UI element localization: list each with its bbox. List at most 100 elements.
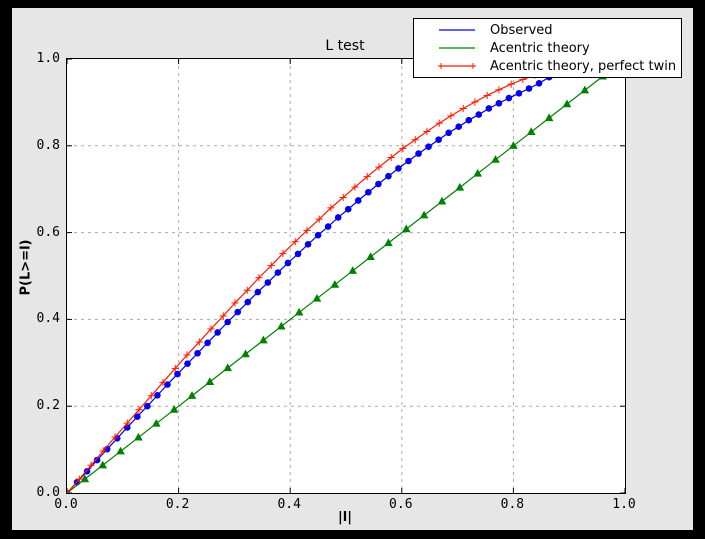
marker-circle (174, 370, 181, 378)
marker-triangle (134, 432, 143, 441)
marker-triangle (509, 141, 518, 149)
x-tick-label: 0.4 (277, 497, 301, 512)
marker-triangle (562, 99, 572, 108)
legend-line-sample-perfect-twin (438, 63, 476, 69)
legend-item-acentric-theory: Acentric theory (414, 39, 681, 57)
marker-circle (314, 231, 322, 239)
marker-triangle (241, 349, 250, 358)
y-tick-label: 0.4 (36, 311, 60, 327)
marker-circle (395, 165, 402, 172)
marker-circle (244, 298, 252, 306)
marker-triangle (437, 196, 447, 205)
marker-circle (485, 105, 493, 112)
marker-circle (415, 150, 422, 157)
y-tick-label: 0.2 (36, 398, 60, 414)
marker-circle (93, 456, 101, 464)
marker-circle (365, 188, 372, 196)
x-tick-label: 0.6 (389, 497, 413, 512)
marker-triangle (330, 280, 340, 288)
legend-item-perfect-twin: Acentric theory, perfect twin (414, 57, 681, 75)
marker-triangle (544, 113, 554, 122)
marker-circle (264, 279, 272, 286)
marker-triangle (348, 266, 357, 274)
marker-triangle (259, 335, 268, 344)
marker-triangle (80, 474, 90, 483)
marker-circle (515, 89, 523, 97)
marker-circle (465, 116, 473, 124)
marker-circle (214, 329, 221, 336)
y-tick-label: 0.8 (36, 137, 60, 153)
marker-circle (254, 288, 262, 296)
marker-circle (385, 172, 392, 180)
x-axis-label: |l| (338, 510, 352, 525)
marker-circle (224, 318, 232, 326)
marker-circle (445, 129, 452, 137)
marker-circle (83, 468, 91, 475)
marker-circle (294, 250, 302, 258)
marker-circle (194, 349, 201, 357)
marker-triangle (223, 363, 233, 372)
marker-circle (405, 157, 412, 165)
marker-triangle (205, 377, 215, 385)
marker-circle (164, 381, 171, 388)
marker-triangle (294, 307, 304, 316)
marker-triangle (401, 224, 411, 233)
y-tick-label: 1.0 (36, 51, 60, 66)
marker-triangle (419, 210, 429, 219)
marker-circle (525, 85, 533, 92)
marker-triangle (116, 446, 125, 455)
marker-circle (304, 241, 312, 248)
legend-label-acentric-theory: Acentric theory (490, 40, 590, 56)
plot-svg (67, 59, 625, 493)
marker-triangle (526, 127, 536, 136)
series-line-circle (67, 76, 550, 493)
marker-circle (344, 205, 352, 213)
marker-circle (495, 99, 503, 107)
marker-circle (204, 339, 211, 347)
x-tick-label: 0.8 (500, 497, 525, 512)
y-tick-label: 0.0 (36, 485, 60, 500)
marker-circle (234, 308, 242, 316)
marker-triangle (98, 460, 108, 469)
legend-line-sample-acentric-theory (439, 47, 475, 49)
legend-item-observed: Observed (414, 21, 681, 39)
marker-circle (425, 143, 432, 150)
legend-line-sample-observed (439, 29, 475, 31)
chart-title: L test (325, 38, 365, 54)
marker-circle (134, 413, 141, 420)
marker-circle (455, 123, 463, 131)
marker-triangle (580, 85, 590, 94)
marker-circle (144, 402, 151, 410)
marker-triangle (455, 182, 465, 191)
marker-circle (154, 392, 161, 399)
series-line-plus (67, 70, 548, 493)
x-tick-label: 1.0 (612, 497, 636, 512)
y-tick-label: 0.6 (36, 224, 60, 240)
marker-circle (375, 180, 382, 188)
marker-triangle (276, 321, 286, 330)
marker-circle (354, 197, 362, 204)
x-tick-label: 0.2 (165, 497, 190, 512)
marker-circle (475, 111, 483, 118)
legend-label-observed: Observed (490, 22, 553, 38)
marker-circle (184, 360, 191, 367)
figure-canvas: L test P(L>=l) 0.0 0.2 0.4 0.6 0.8 1.0 0.0 0.2… (12, 8, 693, 530)
marker-triangle (169, 405, 179, 413)
marker-circle (535, 80, 543, 87)
legend-label-perfect-twin: Acentric theory, perfect twin (490, 58, 677, 74)
marker-circle (284, 259, 292, 267)
marker-triangle (187, 391, 197, 399)
legend: Observed Acentric theory Acentric theory… (413, 18, 682, 78)
marker-circle (274, 269, 282, 276)
marker-triangle (366, 252, 375, 261)
marker-triangle (151, 418, 161, 427)
plot-area (66, 58, 626, 494)
marker-triangle (473, 168, 482, 177)
marker-triangle (312, 293, 322, 302)
marker-circle (334, 214, 342, 221)
marker-triangle (491, 155, 500, 163)
marker-circle (435, 136, 442, 144)
marker-circle (324, 223, 332, 230)
marker-triangle (384, 238, 393, 247)
